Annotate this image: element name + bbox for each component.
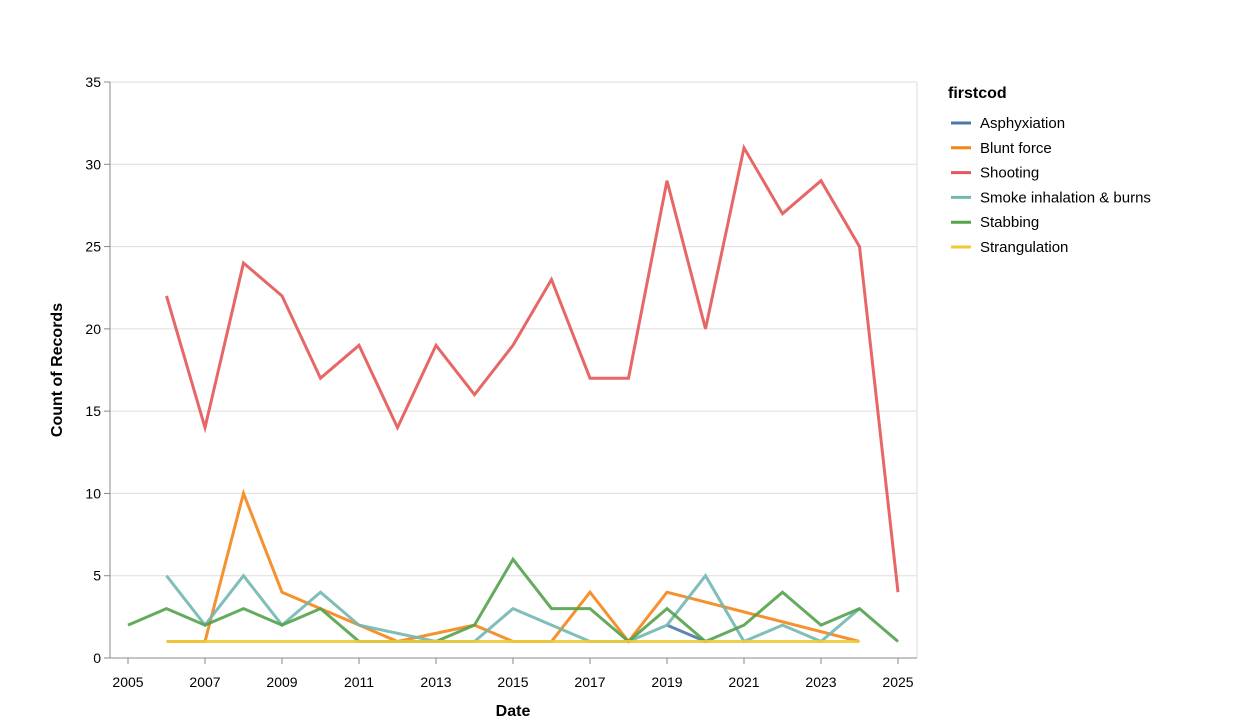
x-tick-label: 2019 xyxy=(651,674,682,690)
y-axis-title: Count of Records xyxy=(49,303,66,437)
legend-item-asphyxiation: Asphyxiation xyxy=(951,115,1065,132)
y-tick-label: 35 xyxy=(85,74,101,90)
y-axis: 0 5 10 15 20 25 30 35 xyxy=(85,74,111,666)
legend-item-stabbing: Stabbing xyxy=(951,214,1039,231)
legend-item-shooting: Shooting xyxy=(951,165,1039,182)
x-tick-label: 2025 xyxy=(882,674,913,690)
series-line-smoke-inhalation-burns xyxy=(165,573,861,644)
grid-lines xyxy=(110,81,918,658)
x-tick-label: 2005 xyxy=(112,674,143,690)
series-lines xyxy=(127,143,900,644)
x-tick-label: 2007 xyxy=(189,674,220,690)
legend-item-strangulation: Strangulation xyxy=(951,239,1068,256)
x-tick-label: 2011 xyxy=(344,674,374,690)
legend: firstcod Asphyxiation Blunt force Shooting… xyxy=(948,85,1151,256)
x-tick-label: 2023 xyxy=(805,674,836,690)
y-tick-label: 5 xyxy=(93,568,101,584)
x-tick-label: 2021 xyxy=(728,674,759,690)
legend-label: Shooting xyxy=(980,165,1039,182)
y-tick-label: 25 xyxy=(85,239,101,255)
x-tick-label: 2015 xyxy=(497,674,528,690)
legend-label: Stabbing xyxy=(980,214,1039,231)
y-tick-label: 30 xyxy=(85,156,101,172)
legend-item-blunt-force: Blunt force xyxy=(951,140,1052,157)
x-axis: 2005 2007 2009 2011 2013 2015 2017 2019 2021 2023… xyxy=(110,657,917,690)
series-line-stabbing xyxy=(127,556,899,644)
y-tick-label: 15 xyxy=(85,403,101,419)
x-tick-label: 2013 xyxy=(420,674,451,690)
legend-label: Blunt force xyxy=(980,140,1052,157)
legend-title: firstcod xyxy=(948,85,1007,102)
series-line-asphyxiation xyxy=(666,623,707,643)
legend-item-smoke-inhalation-burns: Smoke inhalation & burns xyxy=(951,189,1151,206)
y-tick-label: 0 xyxy=(93,650,101,666)
legend-label: Smoke inhalation & burns xyxy=(980,189,1151,206)
y-tick-label: 20 xyxy=(85,321,101,337)
x-axis-title: Date xyxy=(496,703,531,720)
legend-label: Asphyxiation xyxy=(980,115,1065,132)
legend-label: Strangulation xyxy=(980,239,1068,256)
y-tick-label: 10 xyxy=(85,485,101,501)
x-tick-label: 2009 xyxy=(266,674,297,690)
x-tick-label: 2017 xyxy=(574,674,605,690)
series-line-shooting xyxy=(165,143,900,593)
